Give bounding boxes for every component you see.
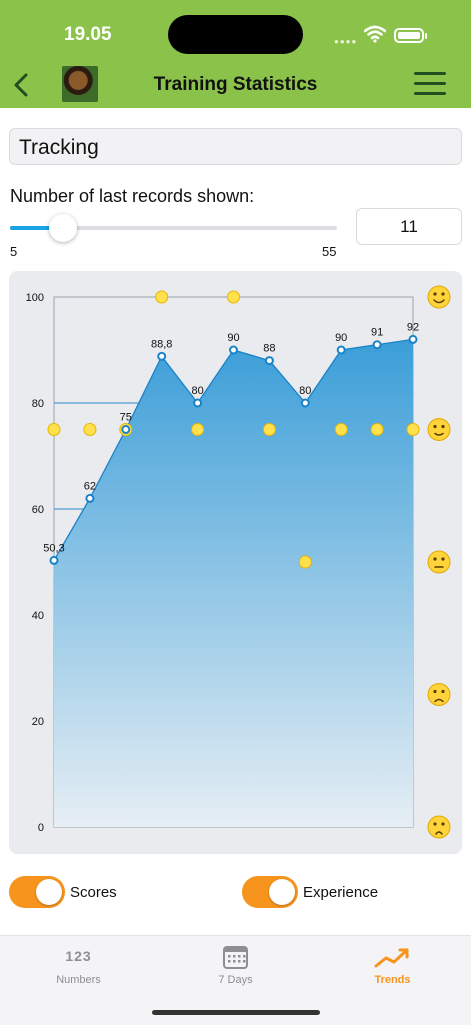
experience-point (262, 423, 276, 436)
trend-icon (374, 948, 409, 968)
tab-numbers[interactable]: 123 Numbers (0, 936, 157, 996)
scores-toggle-label: Scores (70, 884, 117, 901)
score-point (49, 555, 59, 565)
experience-point (83, 423, 97, 436)
home-indicator (152, 1010, 320, 1015)
battery-icon (394, 28, 424, 43)
y-tick-label: 40 (32, 610, 44, 622)
smile-beaming-icon (427, 285, 451, 309)
experience-point (155, 290, 169, 304)
score-data-label: 75 (120, 412, 132, 424)
tab-trends[interactable]: Trends (314, 936, 471, 996)
tab-numbers-label: Numbers (56, 974, 101, 986)
numbers-icon: 123 (65, 948, 92, 964)
discipline-field[interactable]: Tracking (9, 128, 462, 165)
score-point (408, 334, 418, 344)
frown-icon (427, 683, 451, 706)
experience-point (334, 423, 348, 436)
score-point (193, 398, 203, 408)
records-shown-label: Number of last records shown: (10, 186, 255, 206)
smile-icon (427, 418, 451, 441)
navigation-bar: 19.05 ●●●● Training Statistics (0, 0, 471, 108)
score-point (300, 398, 310, 408)
y-tick-label: 20 (32, 716, 44, 728)
score-point (372, 340, 382, 350)
status-time: 19.05 (64, 24, 112, 45)
score-point (229, 345, 238, 355)
experience-point (298, 555, 312, 569)
experience-point (191, 423, 205, 436)
y-tick-label: 100 (26, 292, 44, 304)
worried-face-icon (427, 815, 451, 839)
y-tick-label: 0 (38, 822, 44, 834)
tab-trends-label: Trends (374, 974, 411, 986)
slider-thumb[interactable] (49, 214, 78, 242)
slider-min-label: 5 (10, 244, 18, 259)
score-data-label: 88 (263, 343, 275, 355)
score-data-label: 88,8 (151, 338, 172, 350)
score-data-label: 80 (299, 385, 311, 397)
trend-chart-panel: 0 20 40 60 80 100 50,3 62 75 88,8 80 90 88 80 90 91 92 (9, 271, 462, 854)
dynamic-island (168, 15, 303, 54)
trend-chart: 0 20 40 60 80 100 50,3 62 75 88,8 80 90 88 80 90 91 92 (26, 285, 451, 839)
score-data-label: 91 (371, 327, 383, 339)
score-point (121, 425, 131, 434)
slider-fill (10, 226, 64, 230)
hamburger-menu-button[interactable] (414, 72, 446, 96)
calendar-icon (223, 946, 248, 969)
dog-avatar (62, 66, 98, 102)
slider-track (10, 226, 337, 230)
score-data-label: 50,3 (43, 542, 64, 554)
records-count-input[interactable]: 11 (356, 208, 462, 245)
experience-point (47, 423, 61, 436)
y-tick-label: 60 (32, 504, 44, 516)
experience-point (370, 423, 384, 436)
experience-toggle-label: Experience (303, 884, 379, 901)
score-point (85, 493, 95, 503)
y-tick-label: 80 (32, 398, 44, 410)
experience-point (227, 290, 240, 304)
wifi-icon (364, 25, 386, 43)
records-slider[interactable] (10, 214, 337, 242)
score-data-label: 62 (84, 480, 96, 492)
neutral-face-icon (427, 550, 451, 574)
score-area (54, 339, 413, 827)
tab-7-days-label: 7 Days (218, 974, 253, 986)
experience-toggle[interactable] (242, 876, 298, 908)
scores-toggle[interactable] (9, 876, 65, 908)
score-point (336, 345, 346, 355)
page-title: Training Statistics (153, 74, 318, 95)
experience-point (406, 423, 420, 436)
battery-tip (425, 33, 427, 39)
score-data-label: 92 (407, 321, 419, 333)
score-data-label: 90 (335, 332, 347, 344)
score-data-label: 80 (191, 385, 203, 397)
score-point (264, 356, 274, 366)
score-data-label: 90 (227, 332, 239, 344)
cellular-signal-icon: ●●●● (334, 37, 358, 46)
slider-max-label: 55 (322, 244, 337, 259)
tab-7-days[interactable]: 7 Days (157, 936, 314, 996)
score-point (157, 351, 167, 361)
back-button[interactable] (10, 70, 34, 100)
